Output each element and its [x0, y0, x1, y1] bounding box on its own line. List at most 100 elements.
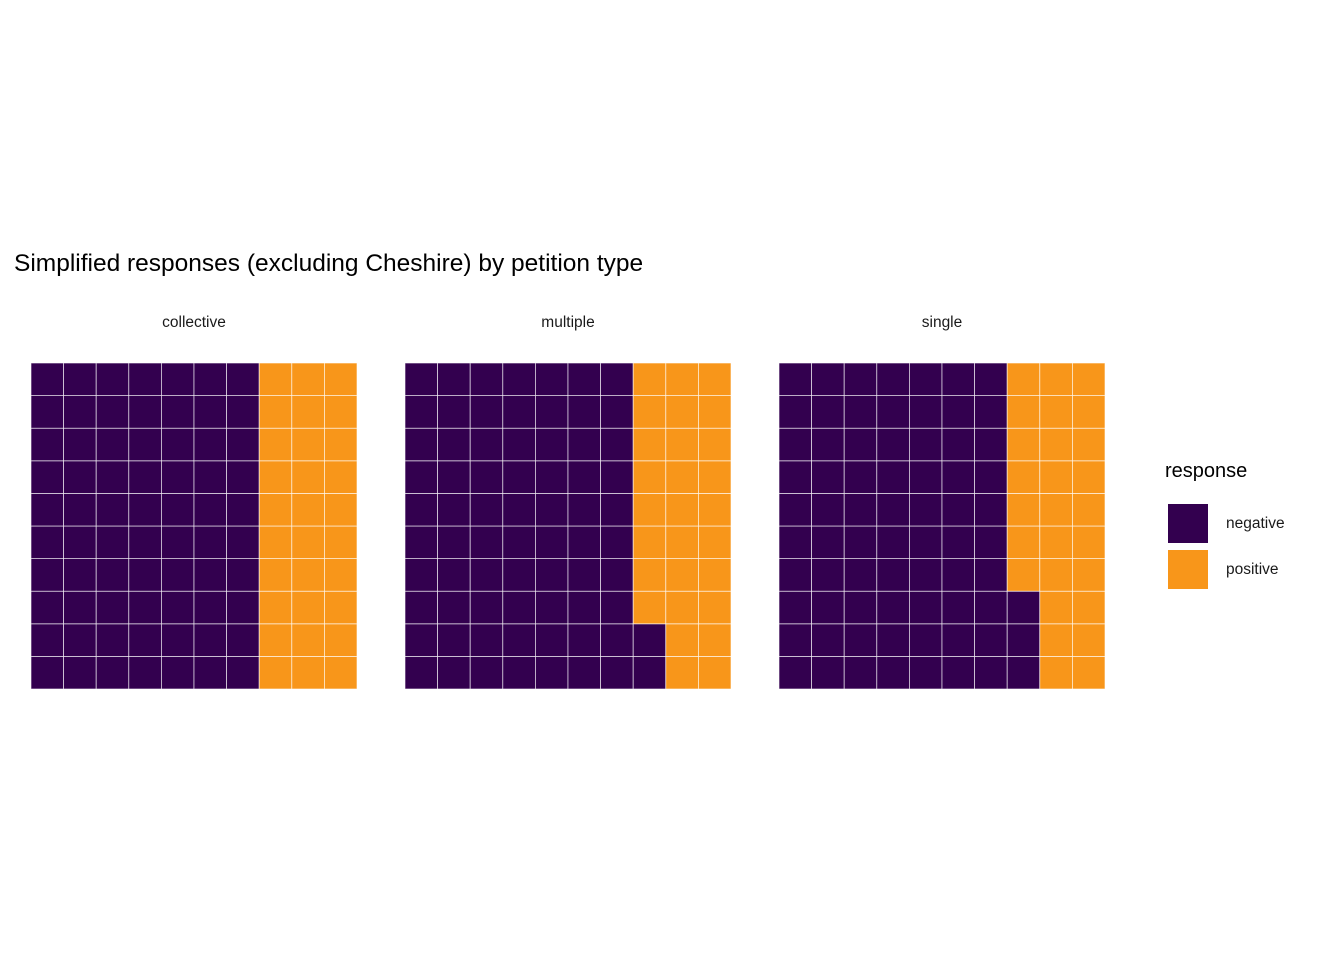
waffle-cell-multiple-positive: [698, 362, 732, 396]
waffle-cell-single-negative: [974, 590, 1008, 625]
waffle-cell-multiple-negative: [600, 558, 634, 592]
waffle-cell-collective-positive: [291, 623, 325, 657]
waffle-cell-collective-negative: [128, 656, 162, 690]
waffle-cell-collective-positive: [323, 558, 358, 592]
waffle-cell-collective-negative: [63, 362, 97, 396]
waffle-cell-multiple-negative: [600, 460, 634, 494]
waffle-cell-multiple-negative: [600, 492, 634, 527]
waffle-cell-collective-negative: [193, 395, 227, 429]
waffle-cell-single-negative: [778, 525, 812, 559]
waffle-cell-single-negative: [811, 460, 845, 494]
waffle-cell-collective-negative: [128, 395, 162, 429]
waffle-cell-collective-negative: [226, 623, 260, 657]
waffle-cell-single-negative: [941, 525, 975, 559]
waffle-cell-single-positive: [1006, 362, 1041, 396]
waffle-cell-single-negative: [778, 590, 812, 625]
waffle-cell-collective-positive: [258, 427, 293, 462]
waffle-cell-multiple-positive: [665, 395, 699, 429]
waffle-cell-collective-positive: [323, 395, 358, 429]
waffle-cell-multiple-negative: [502, 492, 536, 527]
waffle-cell-single-negative: [909, 525, 943, 559]
waffle-cell-single-negative: [909, 623, 943, 657]
waffle-cell-collective-positive: [258, 460, 293, 494]
waffle-cell-single-positive: [1006, 525, 1041, 559]
waffle-cell-single-positive: [1039, 427, 1073, 462]
waffle-cell-multiple-negative: [469, 590, 504, 625]
waffle-cell-collective-positive: [291, 492, 325, 527]
waffle-cell-collective-positive: [258, 492, 293, 527]
waffle-cell-multiple-positive: [632, 492, 667, 527]
waffle-cell-single-negative: [909, 558, 943, 592]
waffle-cell-collective-negative: [95, 362, 130, 396]
waffle-cell-collective-negative: [128, 362, 162, 396]
waffle-cell-single-negative: [876, 492, 910, 527]
waffle-cell-multiple-negative: [437, 492, 471, 527]
waffle-cell-collective-positive: [258, 558, 293, 592]
waffle-cell-collective-negative: [95, 558, 130, 592]
waffle-cell-multiple-negative: [600, 623, 634, 657]
waffle-cell-collective-negative: [193, 623, 227, 657]
waffle-cell-multiple-negative: [567, 492, 601, 527]
waffle-cell-single-negative: [909, 427, 943, 462]
waffle-cell-single-negative: [909, 460, 943, 494]
panel-label-single: single: [921, 314, 963, 331]
waffle-cell-multiple-negative: [404, 590, 438, 625]
waffle-cell-collective-negative: [193, 427, 227, 462]
waffle-cell-multiple-negative: [600, 590, 634, 625]
waffle-cell-multiple-positive: [665, 492, 699, 527]
waffle-cell-multiple-negative: [567, 623, 601, 657]
waffle-cell-multiple-positive: [698, 492, 732, 527]
waffle-cell-collective-negative: [160, 395, 195, 429]
waffle-cell-single-positive: [1039, 492, 1073, 527]
waffle-cell-single-negative: [843, 492, 878, 527]
panel-label-multiple: multiple: [541, 314, 595, 331]
waffle-cell-multiple-positive: [665, 525, 699, 559]
waffle-cell-multiple-positive: [632, 558, 667, 592]
waffle-cell-multiple-negative: [437, 525, 471, 559]
waffle-cell-single-negative: [876, 623, 910, 657]
waffle-cell-single-negative: [778, 427, 812, 462]
waffle-cell-single-negative: [1006, 656, 1041, 690]
waffle-cell-single-negative: [909, 362, 943, 396]
waffle-cell-single-negative: [876, 460, 910, 494]
waffle-cell-collective-positive: [323, 492, 358, 527]
waffle-cell-collective-negative: [160, 460, 195, 494]
waffle-cell-collective-negative: [95, 427, 130, 462]
waffle-cell-collective-negative: [128, 590, 162, 625]
waffle-cell-multiple-negative: [404, 525, 438, 559]
waffle-cell-collective-negative: [193, 460, 227, 494]
waffle-cell-single-negative: [811, 492, 845, 527]
waffle-cell-collective-positive: [323, 427, 358, 462]
waffle-cell-multiple-negative: [535, 525, 569, 559]
waffle-cell-single-negative: [843, 590, 878, 625]
waffle-cell-multiple-positive: [665, 460, 699, 494]
waffle-cell-single-negative: [876, 427, 910, 462]
waffle-cell-single-negative: [941, 427, 975, 462]
waffle-cell-multiple-negative: [502, 395, 536, 429]
waffle-cell-collective-negative: [95, 590, 130, 625]
waffle-cell-multiple-negative: [535, 590, 569, 625]
waffle-cell-multiple-positive: [698, 558, 732, 592]
waffle-cell-multiple-positive: [665, 362, 699, 396]
waffle-cell-multiple-negative: [600, 395, 634, 429]
waffle-cell-collective-negative: [30, 623, 64, 657]
waffle-cell-multiple-negative: [437, 558, 471, 592]
waffle-cell-multiple-negative: [469, 460, 504, 494]
waffle-cell-single-negative: [941, 558, 975, 592]
waffle-cell-collective-negative: [95, 395, 130, 429]
waffle-cell-multiple-positive: [698, 656, 732, 690]
waffle-cell-single-negative: [974, 656, 1008, 690]
waffle-cell-collective-positive: [258, 590, 293, 625]
waffle-cell-multiple-negative: [502, 623, 536, 657]
waffle-cell-collective-positive: [258, 525, 293, 559]
waffle-cell-multiple-negative: [404, 460, 438, 494]
waffle-cell-collective-negative: [30, 656, 64, 690]
waffle-cell-single-negative: [1006, 590, 1041, 625]
waffle-cell-collective-negative: [63, 427, 97, 462]
waffle-cell-single-negative: [843, 656, 878, 690]
waffle-cell-collective-negative: [160, 590, 195, 625]
waffle-cell-single-positive: [1072, 590, 1106, 625]
waffle-cell-collective-negative: [193, 590, 227, 625]
waffle-cell-single-positive: [1006, 492, 1041, 527]
